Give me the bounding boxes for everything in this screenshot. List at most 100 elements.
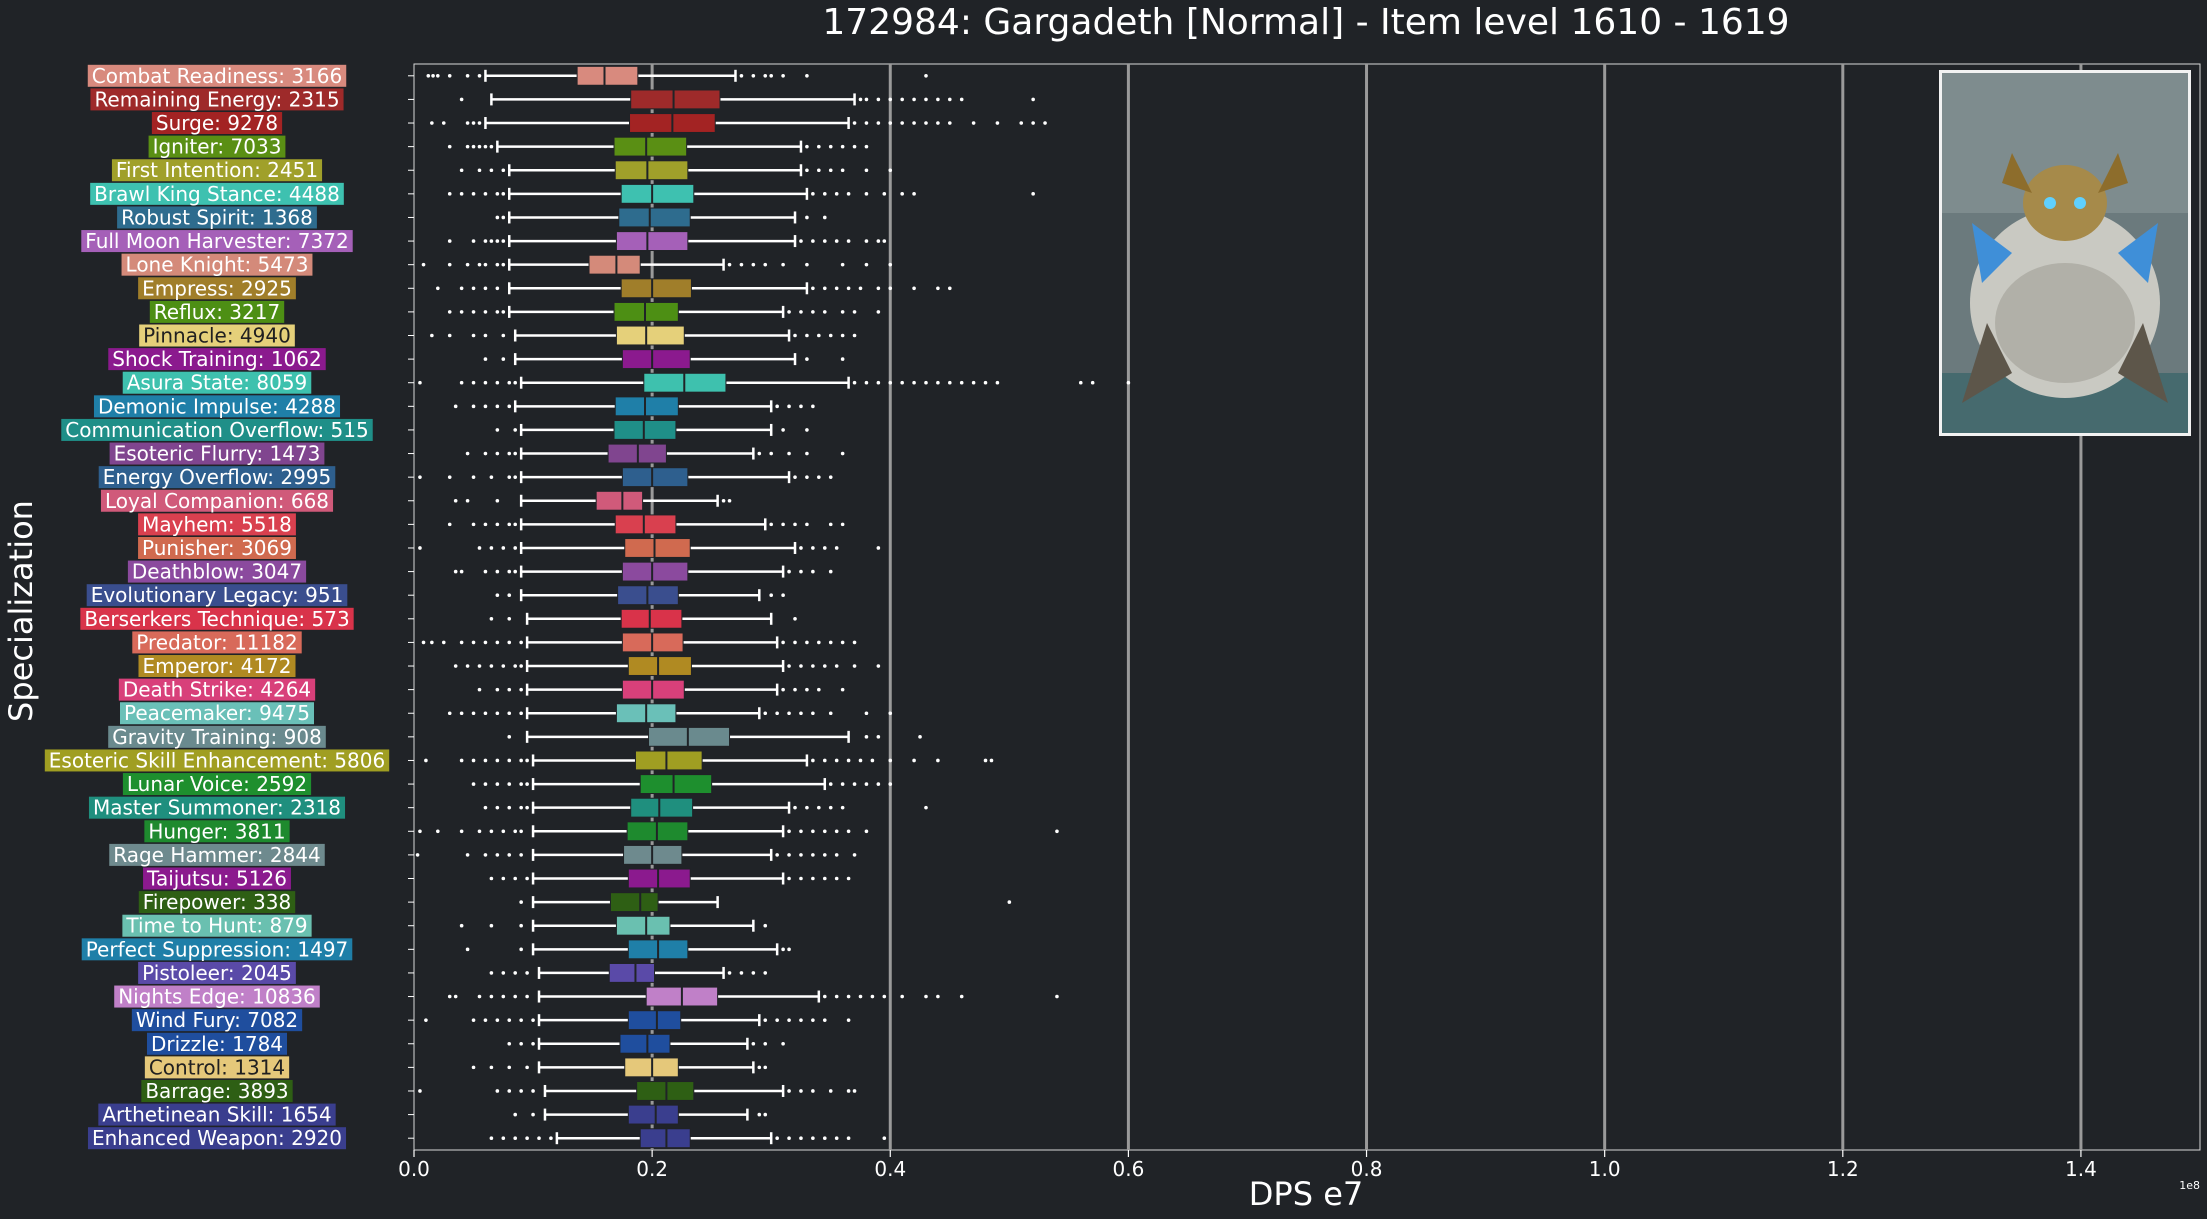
outlier-point	[501, 1136, 506, 1140]
outlier-point	[763, 1112, 768, 1117]
spec-label-background	[138, 536, 296, 559]
outlier-point	[793, 687, 797, 692]
outlier-point	[787, 1136, 791, 1140]
outlier-point	[852, 380, 857, 385]
outlier-point	[852, 640, 857, 645]
outlier-point	[811, 1089, 815, 1093]
outlier-point	[519, 923, 523, 928]
outlier-point	[495, 782, 500, 786]
spec-label: Berserkers Technique: 573	[84, 607, 349, 631]
outlier-point	[483, 853, 488, 857]
spec-row: Predator: 11182	[132, 630, 857, 654]
outlier-point	[888, 262, 893, 267]
outlier-point	[811, 758, 815, 763]
x-axis-label: DPS e7	[1249, 1175, 1363, 1213]
outlier-point	[471, 475, 476, 479]
iqr-box	[639, 1128, 691, 1149]
outlier-point	[513, 569, 518, 574]
outlier-point	[501, 239, 506, 243]
outlier-point	[876, 782, 881, 786]
spec-row: Esoteric Skill Enhancement: 5806	[44, 748, 994, 772]
outlier-point	[834, 1136, 839, 1140]
outlier-point	[489, 546, 494, 550]
spec-label-background	[127, 560, 307, 583]
iqr-box	[639, 774, 713, 795]
outlier-point	[834, 829, 839, 834]
outlier-point	[936, 121, 940, 125]
iqr-box	[615, 325, 685, 346]
outlier-point	[519, 687, 523, 692]
outlier-point	[828, 1089, 833, 1093]
outlier-point	[799, 829, 803, 834]
outlier-point	[465, 144, 470, 149]
spec-label: Esoteric Flurry: 1473	[114, 442, 321, 466]
outlier-point	[811, 853, 815, 857]
outlier-point	[846, 829, 851, 834]
x-tick-label: 0.6	[1112, 1157, 1144, 1181]
outlier-point	[489, 994, 494, 999]
outlier-point	[769, 593, 773, 597]
outlier-point	[781, 947, 785, 952]
spec-label: Remaining Energy: 2315	[94, 87, 339, 111]
outlier-point	[501, 333, 506, 338]
spec-label: Energy Overflow: 2995	[103, 465, 332, 489]
outlier-point	[805, 805, 809, 810]
outlier-point	[507, 805, 512, 810]
outlier-point	[426, 74, 431, 78]
outlier-point	[912, 380, 916, 385]
outlier-point	[495, 569, 500, 574]
iqr-box	[621, 561, 689, 582]
outlier-point	[1090, 380, 1095, 385]
outlier-point	[501, 168, 506, 173]
outlier-point	[811, 192, 815, 196]
spec-label: Death Strike: 4264	[123, 678, 311, 702]
spec-label: Emperor: 4172	[142, 654, 291, 678]
spec-row: Perfect Suppression: 1497	[81, 937, 791, 961]
spec-label: Loyal Companion: 668	[105, 489, 329, 513]
outlier-point	[471, 1018, 476, 1022]
spec-label-background	[81, 230, 353, 253]
iqr-box	[614, 514, 677, 535]
outlier-point	[936, 286, 940, 291]
outlier-point	[459, 97, 464, 102]
spec-label: Shock Training: 1062	[112, 347, 321, 371]
outlier-point	[834, 239, 839, 243]
outlier-point	[876, 239, 881, 243]
outlier-point	[495, 262, 500, 267]
spec-label: Pistoleer: 2045	[142, 961, 292, 985]
spec-label: Hunger: 3811	[148, 819, 285, 843]
outlier-point	[507, 475, 512, 479]
outlier-point	[805, 522, 809, 527]
outlier-point	[507, 711, 512, 716]
outlier-point	[971, 380, 976, 385]
outlier-point	[513, 428, 518, 432]
outlier-point	[447, 333, 452, 338]
outlier-point	[817, 333, 821, 338]
outlier-point	[852, 664, 857, 668]
spec-label: Drizzle: 1784	[151, 1032, 283, 1056]
iqr-box	[620, 183, 695, 204]
spec-label-background	[93, 395, 341, 418]
outlier-point	[882, 239, 887, 243]
outlier-point	[489, 1065, 494, 1070]
outlier-point	[525, 782, 529, 786]
outlier-point	[864, 711, 869, 716]
outlier-point	[846, 994, 851, 999]
outlier-point	[805, 451, 809, 456]
outlier-point	[775, 853, 779, 857]
outlier-point	[805, 168, 809, 173]
outlier-point	[507, 1041, 512, 1046]
outlier-point	[727, 498, 732, 503]
spec-row: Remaining Energy: 2315	[90, 87, 1035, 111]
outlier-point	[415, 853, 420, 857]
outlier-point	[495, 758, 500, 763]
outlier-point	[763, 1065, 768, 1070]
outlier-point	[799, 239, 803, 243]
spec-row: Rage Hammer: 2844	[109, 843, 857, 867]
outlier-point	[483, 404, 488, 409]
outlier-point	[864, 829, 869, 834]
outlier-point	[864, 735, 869, 739]
outlier-point	[793, 640, 797, 645]
